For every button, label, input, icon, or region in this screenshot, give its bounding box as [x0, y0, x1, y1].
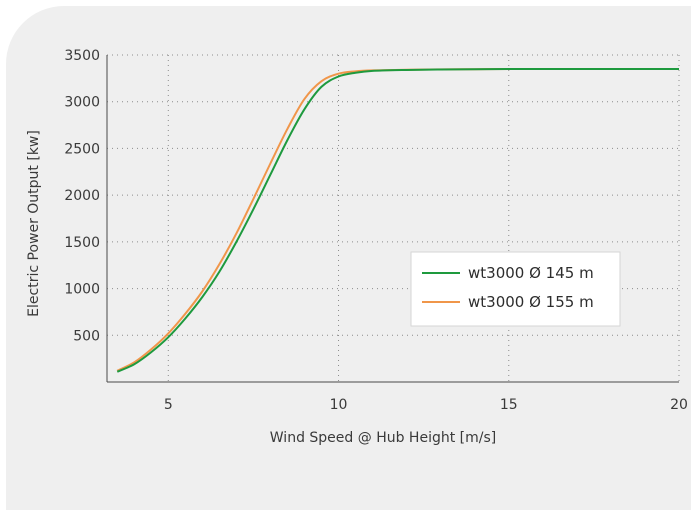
- legend-label-series-2: wt3000 Ø 155 m: [468, 293, 594, 311]
- y-tick-label-3000: 3000: [64, 95, 100, 111]
- y-tick-label-2000: 2000: [64, 188, 100, 204]
- series-lines: [116, 68, 679, 373]
- legend-box: [410, 251, 621, 327]
- x-axis-label: Wind Speed @ Hub Height [m/s]: [270, 430, 496, 446]
- y-tick-label-1000: 1000: [64, 282, 100, 298]
- y-tick-label-2500: 2500: [64, 141, 100, 157]
- axes: [106, 55, 679, 383]
- grid-lines: [107, 54, 680, 382]
- series-line-1: [116, 68, 679, 373]
- y-tick-label-1500: 1500: [64, 235, 100, 251]
- x-tick-label-5: 5: [164, 397, 173, 413]
- x-tick-label-10: 10: [330, 397, 348, 413]
- y-tick-label-3500: 3500: [64, 48, 100, 64]
- legend: wt3000 Ø 145 m wt3000 Ø 155 m: [410, 251, 621, 327]
- x-tick-label-15: 15: [500, 397, 518, 413]
- y-tick-label-500: 500: [73, 328, 100, 344]
- y-axis-label: Electric Power Output [kw]: [26, 130, 42, 317]
- tick-labels: 500 1000 1500 2000 2500 3000 3500 5 10 15 20: [64, 48, 688, 413]
- legend-label-series-1: wt3000 Ø 145 m: [468, 264, 594, 282]
- x-tick-label-20: 20: [670, 397, 688, 413]
